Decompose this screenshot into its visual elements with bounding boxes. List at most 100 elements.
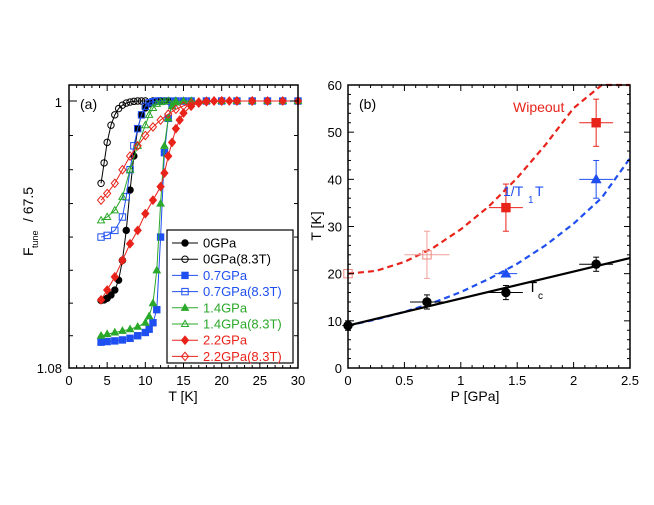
- data-point-s1-4: [111, 111, 119, 119]
- data-point-s6-9: [160, 168, 169, 179]
- data-point-s7-8: [156, 115, 165, 125]
- data-point-s6-14: [179, 108, 188, 119]
- annotation-tc-main: T: [528, 279, 537, 296]
- panel-b-xlabel: P [GPa]: [451, 388, 500, 404]
- ytick-label-b-6: 60: [328, 78, 342, 93]
- ytick-label-b-2: 20: [328, 267, 342, 282]
- data-point-s3-4: [122, 193, 130, 201]
- data-point-s6-8: [156, 181, 165, 192]
- data-point-s6-1: [102, 285, 112, 295]
- data-point-s2-5: [134, 332, 142, 340]
- legend-label-3: 0.7GPa(8.3T): [203, 284, 282, 299]
- ytick-label-b-0: 0: [335, 361, 342, 376]
- data-point-s2-9: [153, 305, 161, 314]
- data-point-s1-10: [134, 97, 142, 105]
- data-point-s4-3: [118, 326, 127, 334]
- legend-marker-0: [181, 239, 189, 247]
- data-point-s7-14: [202, 96, 211, 107]
- data-point-s5-4: [125, 165, 135, 173]
- xtick-label-a-4: 20: [214, 373, 228, 388]
- data-point-s7-11: [179, 100, 188, 111]
- fit-line-1: [347, 157, 631, 327]
- legend-label-6: 2.2GPa: [203, 333, 248, 348]
- data-point-s5-7: [144, 110, 154, 118]
- data-point-s4-4: [125, 324, 135, 333]
- data-point-s6-12: [171, 123, 181, 134]
- xtick-label-b-5: 2.5: [621, 373, 639, 388]
- data-point-s2-1: [103, 337, 111, 346]
- panel-a-xlabel: T [K]: [168, 388, 197, 404]
- annotation-t1t: 1/T 1 T: [503, 183, 544, 206]
- data-point-s6-5: [133, 225, 142, 236]
- panel-a-ytick-top: 1: [55, 95, 62, 110]
- panel-a-ticks: 0 5 10 15 20 25 30: [65, 85, 305, 388]
- data-point-s6-7: [148, 195, 158, 206]
- ytick-label-b-1: 10: [328, 314, 342, 329]
- data-point-s4-11: [160, 141, 169, 149]
- data-point-s1-0: [97, 179, 105, 187]
- xtick-label-a-6: 30: [291, 373, 305, 388]
- data-point-s1-1: [100, 159, 108, 167]
- legend-marker-1: [181, 255, 189, 263]
- data-point-s5-8: [148, 103, 158, 111]
- data-point-s1-7: [122, 99, 130, 107]
- data-point-s4-8: [148, 298, 158, 307]
- legend-label-1: 0GPa(8.3T): [203, 252, 271, 267]
- data-point-s2-2: [111, 337, 119, 345]
- xtick-label-a-0: 0: [65, 373, 72, 388]
- data-point-s5-6: [140, 120, 150, 129]
- data-point-s1-3: [107, 121, 115, 129]
- panel-b-frame: [347, 84, 631, 369]
- data-point-s2-0: [97, 338, 105, 346]
- data-point-s7-13: [194, 97, 203, 107]
- data-point-s2-4: [126, 334, 134, 343]
- data-point-s5-3: [118, 192, 127, 200]
- data-point-s4-10: [156, 198, 165, 207]
- data-point-s0-4: [111, 286, 119, 294]
- data-point-s6-13: [175, 115, 184, 125]
- data-point-s7-12: [186, 98, 196, 109]
- data-point-s7-3: [118, 164, 127, 175]
- data-point-s1-9: [130, 97, 138, 106]
- legend-marker-4: [180, 303, 190, 311]
- data-point-s1-2: [103, 138, 111, 147]
- annotation-t1t-main: 1/T: [503, 183, 524, 199]
- annotation-tc: T c: [528, 279, 543, 302]
- data-point-s1-11: [137, 97, 146, 105]
- xtick-label-a-5: 25: [253, 373, 267, 388]
- data-point-s6-11: [167, 137, 177, 148]
- data-point-s3-1: [103, 231, 111, 240]
- panel-a: 0 5 10 15 20 25 30 (a) 1 1.08 T [K] F tune / 6…: [20, 84, 305, 404]
- data-point-s5-2: [110, 205, 120, 214]
- data-point-s7-5: [133, 140, 142, 151]
- annotation-t1t-tail: T: [535, 183, 544, 199]
- legend-label-7: 2.2GPa(8.3T): [203, 349, 282, 364]
- data-point-s7-4: [125, 151, 135, 162]
- panel-a-marks: [96, 96, 303, 346]
- data-point-s3-10: [145, 99, 153, 107]
- annotation-t1t-sub: 1: [528, 195, 534, 206]
- data-point-s0-3: [107, 291, 115, 299]
- data-point-b-s2-2: [501, 287, 511, 298]
- data-point-s7-9: [164, 109, 173, 120]
- data-point-s7-2: [110, 178, 119, 189]
- panel-a-ylabel-sub: tune: [30, 230, 40, 248]
- ytick-label-b-5: 50: [328, 125, 342, 140]
- fit-line-0: [347, 83, 630, 275]
- ytick-label-b-3: 30: [328, 220, 342, 235]
- xtick-label-a-1: 5: [104, 373, 111, 388]
- series-line-7: [100, 100, 253, 201]
- xtick-label-b-1: 0.5: [395, 373, 413, 388]
- data-point-s6-2: [110, 271, 119, 282]
- data-point-s2-3: [118, 336, 127, 344]
- data-point-s6-6: [141, 208, 150, 219]
- annotation-wipeout: Wipeout: [513, 99, 564, 115]
- xtick-label-a-2: 10: [138, 373, 152, 388]
- data-point-s3-8: [137, 111, 146, 119]
- data-point-s3-3: [118, 213, 127, 221]
- data-point-s5-9: [152, 99, 162, 107]
- data-point-s7-18: [248, 96, 257, 106]
- xtick-label-a-3: 15: [176, 373, 190, 388]
- data-point-s6-0: [96, 294, 106, 305]
